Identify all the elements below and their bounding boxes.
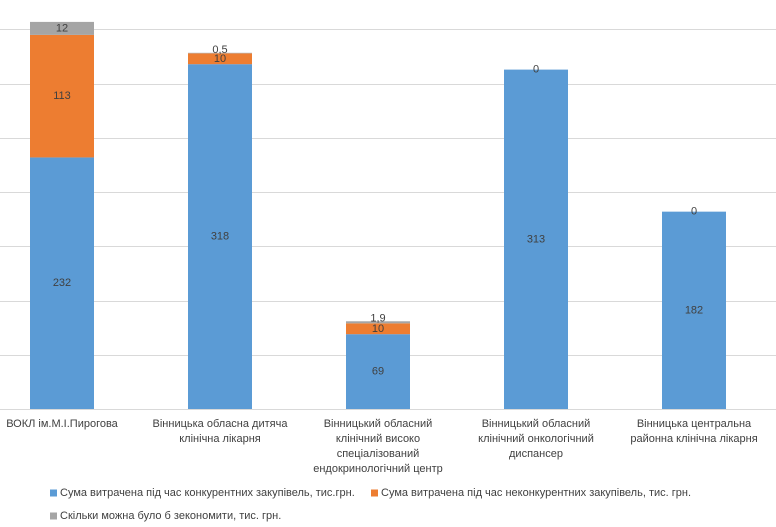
data-label-series3-cat2: 0,5 bbox=[212, 44, 227, 56]
legend: Сума витрачена під час конкурентних заку… bbox=[50, 487, 691, 522]
legend-label-2: Сума витрачена під час неконкурентних за… bbox=[381, 487, 691, 499]
bar-series1-cat5 bbox=[662, 211, 726, 409]
bar-series1-cat4 bbox=[504, 69, 568, 410]
data-label-series2-cat2: 10 bbox=[214, 53, 226, 65]
bar-series1-cat1 bbox=[30, 157, 94, 409]
bar-series3-cat2 bbox=[188, 52, 252, 54]
category-label-2: Вінницька обласна дитяча клінічна лікарня bbox=[153, 418, 289, 445]
data-label-series2-cat4: 0 bbox=[533, 64, 539, 76]
bar-series3-cat1 bbox=[30, 21, 94, 35]
legend-label-1: Сума витрачена під час конкурентних заку… bbox=[60, 487, 355, 499]
category-label-3: Вінницький обласний клінічний високо спеці… bbox=[313, 418, 443, 475]
data-label-series2-cat3: 10 bbox=[372, 323, 384, 335]
category-label-1: ВОКЛ ім.М.І.Пирогова bbox=[6, 418, 118, 430]
legend-label-3: Скільки можна було б зекономити, тис. гр… bbox=[60, 510, 281, 522]
bar-series2-cat3 bbox=[346, 323, 410, 335]
data-label-series1-cat1: 232 bbox=[53, 277, 71, 289]
legend-swatch-1 bbox=[50, 489, 57, 497]
bar-series1-cat2 bbox=[188, 64, 252, 410]
data-label-series1-cat5: 182 bbox=[685, 304, 703, 316]
data-label-series2-cat5: 0 bbox=[691, 206, 697, 218]
bar-series2-cat1 bbox=[30, 34, 94, 158]
category-label-5: Вінницька центральна районна клінічна лік… bbox=[630, 418, 757, 445]
legend-swatch-2 bbox=[371, 489, 378, 497]
category-label-4: Вінницький обласний клінічний онкологічни… bbox=[478, 418, 594, 460]
data-label-series2-cat1: 113 bbox=[53, 90, 71, 102]
legend-swatch-3 bbox=[50, 512, 57, 520]
data-label-series3-cat3: 1,9 bbox=[370, 312, 385, 324]
category-labels: ВОКЛ ім.М.І.Пирогова Вінницька обласна ди… bbox=[6, 418, 758, 475]
bar-series2-cat2 bbox=[188, 53, 252, 65]
data-label-series3-cat1: 12 bbox=[56, 22, 68, 34]
bar-series3-cat3 bbox=[346, 321, 410, 324]
data-label-series1-cat2: 318 bbox=[211, 231, 229, 243]
data-label-series1-cat3: 69 bbox=[372, 366, 384, 378]
gridlines bbox=[0, 29, 776, 356]
data-label-series1-cat4: 313 bbox=[527, 233, 545, 245]
bars bbox=[30, 21, 726, 410]
bar-series1-cat3 bbox=[346, 334, 410, 409]
